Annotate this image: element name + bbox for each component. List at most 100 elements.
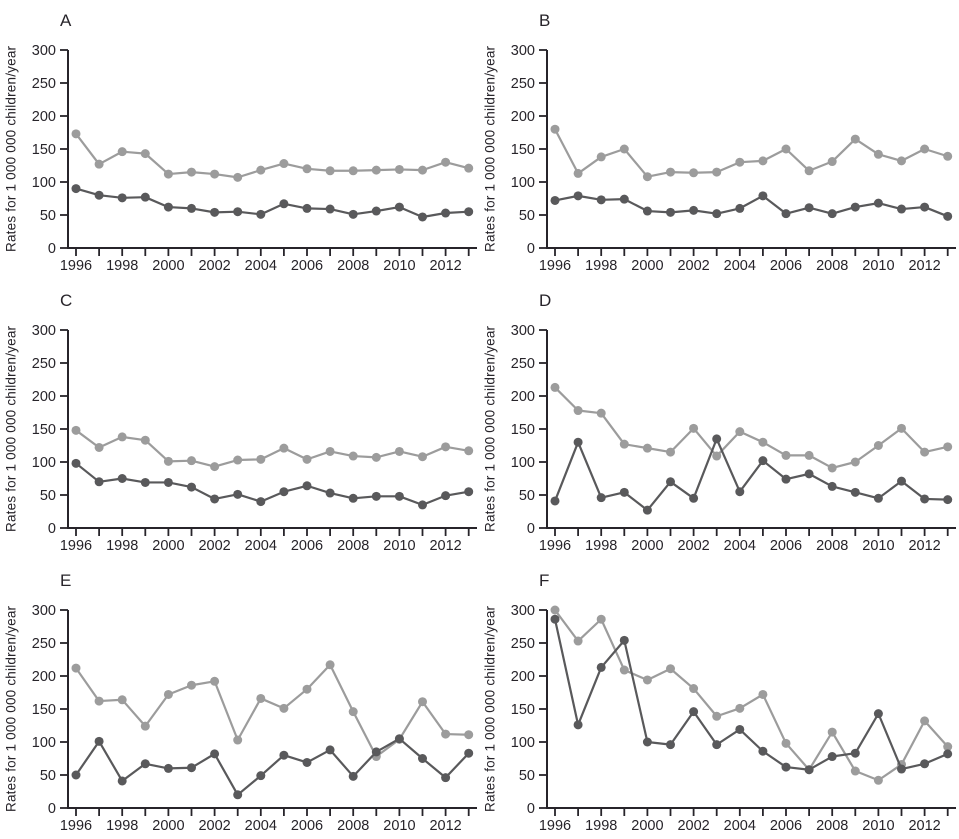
data-point bbox=[117, 147, 127, 157]
data-point bbox=[596, 195, 606, 205]
data-point bbox=[394, 164, 404, 174]
x-tick-label: 2008 bbox=[816, 258, 848, 274]
data-point bbox=[441, 157, 451, 167]
x-tick-label: 2006 bbox=[291, 818, 323, 834]
panel-a-chart: 0 50 100 150 200 250 300 1996 1998 2000 2002 2004 20… bbox=[32, 43, 477, 274]
data-point bbox=[897, 476, 906, 486]
x-tick-label: 2002 bbox=[677, 818, 709, 834]
y-tick-label: 100 bbox=[32, 455, 56, 471]
data-point bbox=[394, 491, 404, 501]
panel-f: 0 50 100 150 200 250 300 1996 1998 2000 2002 2004 20… bbox=[479, 560, 959, 839]
data-point bbox=[897, 423, 906, 433]
data-point bbox=[140, 435, 150, 445]
data-point bbox=[897, 156, 906, 166]
y-tick-label: 300 bbox=[32, 603, 56, 619]
data-point bbox=[689, 205, 699, 215]
x-tick-label: 2004 bbox=[245, 258, 277, 274]
data-point bbox=[163, 456, 173, 466]
data-point bbox=[735, 703, 745, 713]
data-point bbox=[441, 773, 451, 783]
data-point bbox=[233, 455, 243, 465]
x-tick-label: 2012 bbox=[908, 818, 940, 834]
panel-c-chart: 0 50 100 150 200 250 300 1996 1998 2000 2002 2004 20… bbox=[32, 323, 477, 554]
data-point bbox=[550, 382, 560, 392]
data-point bbox=[117, 193, 127, 203]
data-point bbox=[873, 441, 883, 450]
y-tick-label: 0 bbox=[48, 801, 56, 817]
panel-b-y-axis-title: Rates for 1 000 000 children/year bbox=[482, 45, 498, 253]
x-tick-label: 1996 bbox=[60, 538, 92, 554]
data-point bbox=[187, 456, 196, 466]
x-tick-label: 2006 bbox=[770, 258, 802, 274]
y-tick-label: 300 bbox=[32, 43, 56, 59]
data-point bbox=[943, 495, 953, 505]
data-point bbox=[348, 209, 358, 219]
x-tick-label: 2012 bbox=[908, 538, 940, 554]
data-point bbox=[302, 757, 312, 767]
y-tick-label: 200 bbox=[511, 109, 535, 125]
panel-a-y-axis-title: Rates for 1 000 000 children/year bbox=[3, 45, 19, 253]
x-tick-label: 2006 bbox=[291, 258, 323, 274]
y-tick-label: 200 bbox=[32, 669, 56, 685]
data-point bbox=[758, 437, 768, 447]
data-point bbox=[920, 144, 930, 154]
series-line bbox=[553, 437, 948, 512]
data-point bbox=[666, 740, 675, 750]
data-point bbox=[418, 754, 427, 763]
series-upper-light-grey bbox=[71, 129, 474, 182]
data-point bbox=[689, 684, 699, 694]
data-point bbox=[233, 207, 243, 217]
data-point bbox=[850, 457, 860, 467]
x-tick-label: 2000 bbox=[152, 818, 184, 834]
data-point bbox=[666, 477, 675, 487]
data-point bbox=[689, 707, 699, 717]
y-tick-label: 250 bbox=[32, 356, 56, 372]
data-point bbox=[758, 689, 768, 699]
series-upper-light-grey bbox=[550, 605, 953, 785]
series-upper-light-grey bbox=[550, 382, 953, 473]
series-line bbox=[554, 194, 949, 218]
data-point bbox=[163, 477, 173, 487]
data-point bbox=[920, 202, 930, 212]
series-line bbox=[75, 462, 469, 506]
data-point bbox=[943, 749, 953, 759]
y-tick-label: 50 bbox=[519, 488, 535, 504]
y-tick-label: 50 bbox=[40, 768, 56, 784]
data-point bbox=[464, 207, 474, 217]
x-tick-label: 2004 bbox=[724, 538, 756, 554]
data-point bbox=[464, 748, 474, 758]
x-tick-label: 2010 bbox=[862, 818, 894, 834]
series-line bbox=[554, 386, 948, 470]
data-point bbox=[689, 423, 699, 433]
panel-f-chart: 0 50 100 150 200 250 300 1996 1998 2000 2002 2004 20… bbox=[511, 603, 956, 834]
x-tick-label: 1998 bbox=[106, 818, 138, 834]
y-tick-label: 200 bbox=[511, 669, 535, 685]
series-lower-dark-grey bbox=[71, 458, 474, 510]
y-tick-label: 50 bbox=[519, 208, 535, 224]
panel-d: 0 50 100 150 200 250 300 1996 1998 2000 2002 2004 20… bbox=[479, 280, 959, 560]
data-point bbox=[210, 749, 220, 759]
data-point bbox=[666, 167, 675, 177]
panel-e-label: E bbox=[60, 571, 72, 590]
x-tick-label: 2006 bbox=[770, 538, 802, 554]
data-point bbox=[642, 675, 652, 685]
data-point bbox=[781, 474, 791, 484]
panel-f-label: F bbox=[539, 571, 550, 590]
data-point bbox=[418, 500, 427, 510]
data-point bbox=[596, 152, 606, 162]
data-point bbox=[666, 664, 675, 674]
data-point bbox=[758, 456, 768, 466]
data-point bbox=[256, 693, 266, 703]
panel-d-y-axis-title: Rates for 1 000 000 children/year bbox=[482, 325, 498, 533]
data-point bbox=[348, 707, 358, 717]
data-point bbox=[550, 614, 560, 624]
series-lower-dark-grey bbox=[550, 614, 953, 775]
x-tick-label: 1998 bbox=[585, 538, 617, 554]
data-point bbox=[279, 750, 289, 760]
data-point bbox=[920, 759, 930, 769]
y-tick-label: 0 bbox=[527, 241, 535, 257]
y-tick-label: 200 bbox=[32, 389, 56, 405]
data-point bbox=[758, 746, 768, 756]
data-point bbox=[758, 191, 768, 201]
